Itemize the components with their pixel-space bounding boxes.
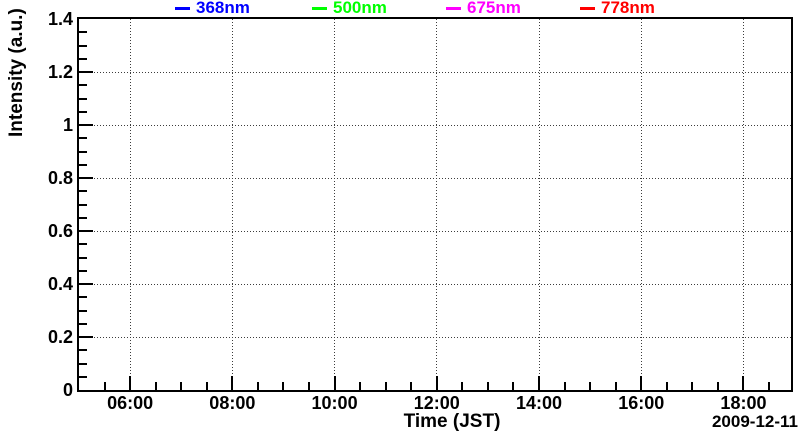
x-minor-tick (716, 382, 719, 390)
y-minor-tick (79, 269, 87, 272)
legend-item-675nm: 675nm (446, 0, 521, 16)
horizontal-gridline (79, 124, 791, 126)
y-minor-tick (79, 84, 87, 87)
x-minor-tick (486, 382, 489, 390)
y-minor-tick (79, 362, 87, 365)
y-major-tick (79, 336, 93, 338)
vertical-gridline (334, 19, 336, 390)
x-minor-tick (180, 382, 183, 390)
y-minor-tick (79, 190, 87, 193)
y-tick-label: 0.2 (47, 327, 73, 347)
x-major-tick (435, 376, 438, 390)
legend-item-778nm: 778nm (580, 0, 655, 16)
y-tick-label: 1 (62, 115, 73, 135)
x-minor-tick (410, 382, 413, 390)
x-major-tick (640, 376, 643, 390)
x-minor-tick (282, 382, 285, 390)
y-minor-tick (79, 150, 87, 153)
legend-item-500nm: 500nm (312, 0, 387, 16)
y-minor-tick (79, 243, 87, 246)
x-minor-tick (205, 382, 208, 390)
legend-label-368nm: 368nm (196, 0, 250, 17)
date-label: 2009-12-11 (711, 412, 798, 431)
legend-marker-675nm (446, 6, 461, 10)
horizontal-gridline (79, 177, 791, 179)
x-tick-label: 12:00 (413, 393, 460, 413)
x-minor-tick (103, 382, 106, 390)
y-minor-tick (79, 375, 87, 378)
x-tick-label: 06:00 (107, 393, 154, 413)
vertical-gridline (640, 19, 642, 390)
x-minor-tick (614, 382, 617, 390)
vertical-gridline (742, 19, 744, 390)
x-major-tick (538, 376, 540, 390)
legend-label-778nm: 778nm (601, 0, 655, 17)
legend-marker-368nm (175, 6, 190, 10)
vertical-gridline (538, 19, 540, 390)
x-major-tick (231, 376, 234, 390)
y-minor-tick (79, 57, 87, 60)
y-major-tick (79, 124, 93, 126)
x-minor-tick (768, 382, 771, 390)
legend-label-675nm: 675nm (467, 0, 521, 17)
x-minor-tick (665, 382, 668, 390)
y-minor-tick (79, 137, 87, 140)
horizontal-gridline (79, 71, 791, 73)
y-minor-tick (79, 309, 87, 312)
x-minor-tick (691, 382, 694, 390)
vertical-gridline (231, 19, 233, 390)
x-minor-tick (308, 382, 310, 390)
y-tick-label: 0.8 (47, 168, 73, 188)
y-tick-label: 1.2 (47, 62, 73, 82)
y-minor-tick (79, 163, 87, 166)
x-minor-tick (359, 382, 362, 390)
x-tick-label: 16:00 (618, 393, 665, 413)
y-minor-tick (79, 203, 87, 206)
x-tick-label: 14:00 (515, 393, 563, 413)
y-tick-label: 0 (62, 380, 73, 400)
x-minor-tick (512, 382, 515, 390)
legend-marker-500nm (312, 6, 327, 10)
x-minor-tick (589, 382, 592, 390)
x-minor-tick (256, 382, 259, 390)
horizontal-gridline (79, 230, 791, 232)
y-minor-tick (79, 31, 87, 34)
x-axis-title: Time (JST) (403, 411, 501, 432)
horizontal-gridline (79, 336, 791, 338)
x-major-tick (333, 376, 336, 390)
y-minor-tick (79, 97, 87, 100)
y-minor-tick (79, 216, 87, 219)
x-tick-label: 18:00 (720, 393, 767, 413)
legend-label-500nm: 500nm (333, 0, 387, 17)
x-minor-tick (384, 382, 387, 390)
y-minor-tick (79, 256, 87, 259)
legend-item-368nm: 368nm (175, 0, 250, 16)
y-major-tick (79, 177, 93, 179)
y-minor-tick (79, 322, 87, 325)
y-minor-tick (79, 349, 87, 352)
chart-legend: 368nm 500nm 675nm 778nm (0, 0, 800, 16)
x-tick-label: 10:00 (311, 393, 358, 413)
y-minor-tick (79, 44, 87, 47)
x-major-tick (129, 376, 132, 390)
x-major-tick (742, 376, 745, 390)
horizontal-gridline (79, 283, 791, 285)
legend-marker-778nm (580, 6, 595, 10)
y-minor-tick (79, 296, 87, 299)
y-minor-tick (79, 110, 87, 113)
y-tick-label: 0.4 (47, 274, 73, 294)
y-major-tick (79, 230, 93, 232)
x-tick-label: 08:00 (209, 393, 256, 413)
y-major-tick (79, 71, 93, 73)
x-minor-tick (154, 382, 157, 390)
y-tick-label: 1.4 (47, 9, 73, 29)
y-tick-label: 0.6 (47, 221, 73, 241)
vertical-gridline (129, 19, 131, 390)
plot-area (77, 17, 793, 392)
x-minor-tick (461, 382, 464, 390)
vertical-gridline (436, 19, 438, 390)
y-major-tick (79, 283, 93, 285)
x-minor-tick (563, 382, 566, 390)
